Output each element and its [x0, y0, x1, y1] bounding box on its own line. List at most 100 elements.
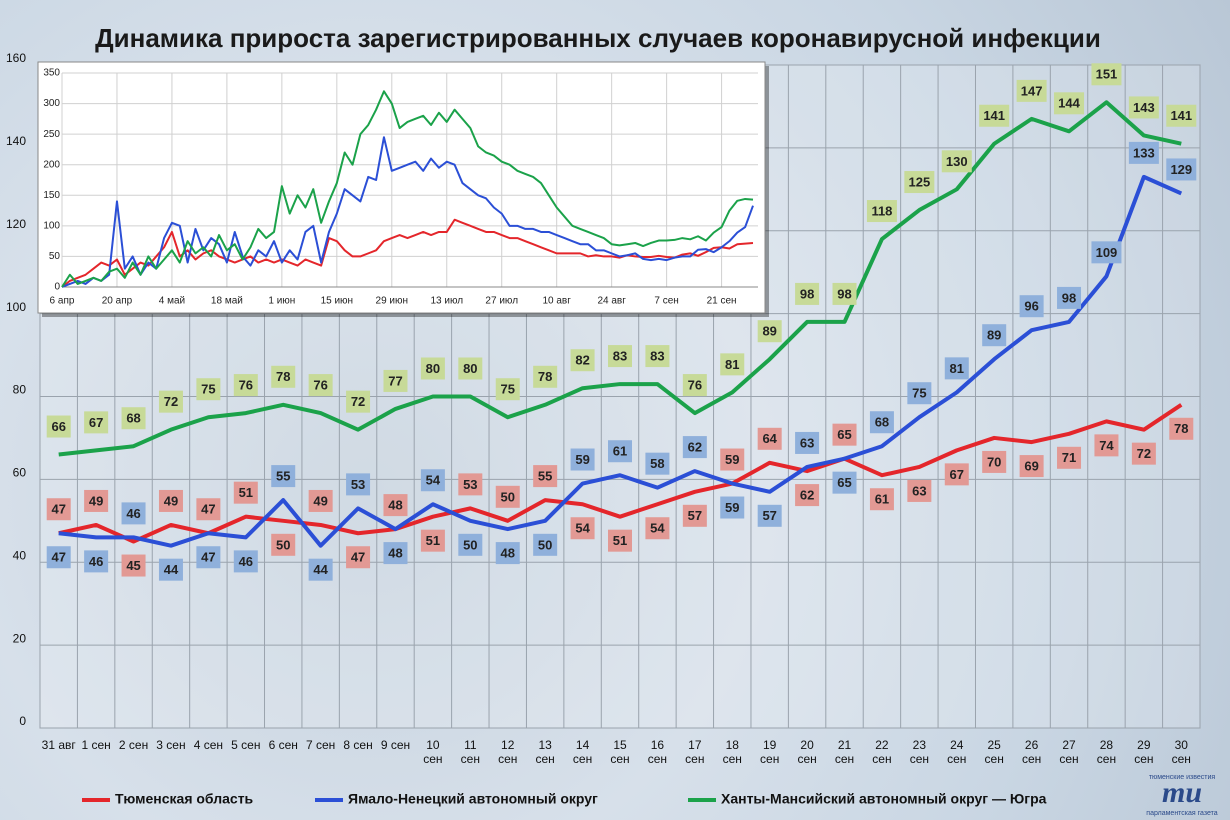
data-label: 59	[575, 452, 589, 467]
data-label: 133	[1133, 145, 1155, 160]
data-label: 53	[463, 477, 477, 492]
inset-x-tick-label: 15 июн	[321, 296, 354, 307]
inset-y-tick-label: 250	[43, 129, 60, 140]
data-label: 57	[762, 508, 776, 523]
data-label: 46	[89, 554, 103, 569]
inset-x-tick-label: 27 июл	[485, 296, 518, 307]
data-label: 47	[201, 550, 215, 565]
x-tick-label: 28 сен	[1096, 738, 1117, 766]
label-box	[1166, 104, 1197, 127]
label-box	[346, 546, 371, 569]
label-box	[1128, 96, 1159, 119]
data-label: 80	[463, 361, 477, 376]
line	[58, 403, 1183, 544]
label-box	[383, 369, 408, 392]
data-label: 109	[1096, 245, 1118, 260]
data-label: 98	[800, 286, 814, 301]
label-box	[46, 498, 71, 521]
label-box	[795, 282, 820, 305]
inset-y-tick-label: 200	[43, 159, 60, 170]
data-label: 77	[388, 373, 402, 388]
label-box	[608, 440, 632, 463]
legend-label: Тюменская область	[115, 791, 254, 807]
inset-y-tick-label: 50	[49, 251, 61, 262]
data-label: 72	[164, 394, 178, 409]
label-box	[46, 415, 71, 438]
logo-top: тюменские известия	[1149, 774, 1216, 781]
logo-bottom: парламентская газета	[1146, 810, 1217, 817]
label-box	[271, 465, 296, 488]
label-box	[869, 411, 894, 434]
data-label: 83	[613, 349, 627, 364]
data-label: 80	[426, 361, 440, 376]
data-label: 72	[1137, 446, 1151, 461]
x-tick-label: 1 сен	[81, 738, 111, 752]
inset-y-tick-label: 150	[43, 190, 60, 201]
inset-x-tick-label: 20 апр	[102, 296, 133, 307]
data-label: 118	[871, 203, 892, 218]
label-box	[158, 390, 183, 413]
label-box	[308, 558, 333, 581]
x-tick-label: 26 сен	[1021, 738, 1042, 766]
data-label: 75	[201, 382, 215, 397]
x-tick-label: 4 сен	[193, 738, 224, 752]
line	[58, 100, 1182, 457]
data-label: 143	[1133, 100, 1155, 115]
x-tick-label: 13 сен	[535, 738, 555, 766]
data-label: 54	[575, 521, 590, 536]
label-box	[570, 349, 595, 372]
inset-x-tick-label: 6 апр	[50, 296, 75, 307]
label-box	[121, 407, 146, 430]
label-box	[982, 324, 1007, 347]
data-label: 45	[126, 558, 140, 573]
inset-x-tick-label: 29 июн	[376, 296, 409, 307]
label-box	[608, 529, 632, 552]
data-label: 49	[313, 493, 327, 508]
x-tick-label: 29 сен	[1134, 738, 1154, 766]
data-label: 47	[51, 550, 65, 565]
label-box	[271, 533, 296, 556]
label-box	[1091, 63, 1122, 86]
label-box	[121, 554, 146, 577]
data-label: 81	[950, 361, 964, 376]
data-label: 76	[239, 378, 253, 393]
data-label: 66	[51, 419, 65, 434]
label-box	[84, 489, 109, 512]
data-label: 78	[538, 369, 552, 384]
label-box	[869, 488, 894, 511]
label-box	[608, 345, 632, 368]
data-label: 67	[950, 467, 964, 482]
data-label: 59	[725, 500, 739, 515]
label-box	[308, 489, 333, 512]
y-tick-label: 20	[13, 631, 27, 645]
y-tick-label: 100	[6, 300, 26, 314]
data-label: 65	[837, 475, 851, 490]
data-label: 96	[1024, 299, 1038, 314]
x-tick-label: 21 сен	[834, 738, 855, 766]
x-tick-label: 25 сен	[984, 738, 1004, 766]
label-box	[346, 473, 371, 496]
data-label: 62	[800, 488, 814, 503]
label-box	[1131, 442, 1156, 465]
x-tick-label: 31 авг	[41, 738, 76, 752]
label-box	[1019, 455, 1044, 478]
data-label: 76	[688, 378, 702, 393]
data-label: 147	[1021, 83, 1043, 98]
data-label: 54	[426, 473, 441, 488]
data-label: 130	[946, 154, 968, 169]
inset-x-tick-label: 21 сен	[707, 296, 737, 307]
label-box	[84, 550, 109, 573]
data-label: 89	[762, 324, 776, 339]
label-box	[757, 320, 782, 343]
label-box	[570, 517, 595, 540]
inset-y-tick-label: 100	[43, 220, 60, 231]
data-label: 44	[313, 562, 328, 577]
data-label: 82	[575, 353, 589, 368]
label-box	[944, 463, 969, 486]
y-tick-label: 80	[13, 383, 27, 397]
label-box	[832, 471, 857, 494]
label-box	[832, 423, 857, 446]
label-box	[458, 357, 483, 380]
data-label: 50	[276, 537, 290, 552]
